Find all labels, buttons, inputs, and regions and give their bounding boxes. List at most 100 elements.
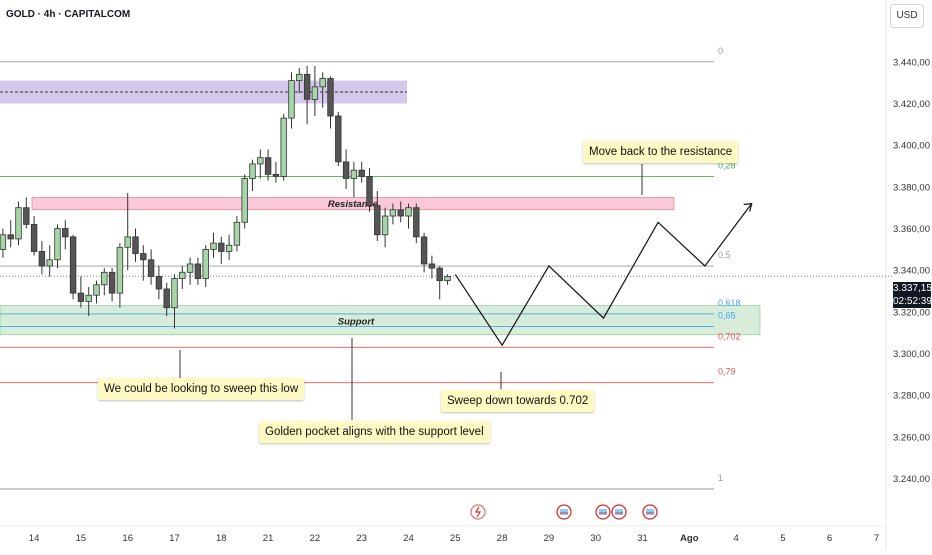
candle-body xyxy=(186,263,194,273)
price-tick-label: 3.240,00 xyxy=(893,474,930,485)
time-tick-label: 23 xyxy=(356,533,367,544)
time-tick-label: 4 xyxy=(733,533,738,544)
price-tick-label: 3.320,00 xyxy=(893,307,930,318)
candle-body xyxy=(179,271,186,279)
candle-body xyxy=(241,178,248,223)
time-tick-label: 24 xyxy=(403,533,414,544)
time-tick-label: 29 xyxy=(544,533,555,544)
bolt-glyph-icon xyxy=(474,506,482,518)
candle-body xyxy=(202,248,209,279)
time-tick-label: 7 xyxy=(874,533,879,544)
fib-level-label: 0,618 xyxy=(718,298,741,308)
candle-body xyxy=(264,157,272,175)
flag-glyph-icon xyxy=(646,509,654,515)
time-tick-label: 30 xyxy=(590,533,601,544)
candle-body xyxy=(147,259,155,277)
candle-body xyxy=(62,228,69,238)
time-tick-label: 28 xyxy=(497,533,508,544)
candle-body xyxy=(124,236,131,248)
resistance-label: Resistance xyxy=(328,199,379,210)
price-tick-label: 3.340,00 xyxy=(893,266,930,277)
candle-body xyxy=(381,215,389,236)
time-tick-label: 16 xyxy=(122,533,133,544)
fib-level-label: 0,65 xyxy=(718,310,736,320)
time-tick-label: 25 xyxy=(450,533,461,544)
candle-body xyxy=(38,251,46,267)
candle-body xyxy=(311,86,319,100)
note-golden-pocket: Golden pocket aligns with the support le… xyxy=(259,421,490,443)
time-tick-label: 17 xyxy=(169,533,180,544)
candle-body xyxy=(389,209,397,217)
candle-body xyxy=(257,157,264,165)
time-tick-label: 18 xyxy=(216,533,227,544)
candle-body xyxy=(218,242,225,252)
candle-body xyxy=(46,259,53,267)
candle-body xyxy=(155,276,163,290)
flag-glyph-icon xyxy=(615,509,623,515)
candle-body xyxy=(428,263,436,269)
last-price-badge: 3.337,15 xyxy=(893,282,932,295)
projection-path xyxy=(454,203,753,347)
candle-body xyxy=(335,115,342,163)
candle-body xyxy=(272,173,280,177)
note-sweep-702: Sweep down towards 0.702 xyxy=(441,390,595,412)
time-tick-label: 14 xyxy=(29,533,40,544)
price-tick-label: 3.360,00 xyxy=(893,224,930,235)
time-tick-label: 6 xyxy=(827,533,832,544)
candle-body xyxy=(444,276,451,282)
flag-glyph-icon xyxy=(599,509,607,515)
fib-level-label: 1 xyxy=(718,473,723,483)
time-tick-label: Ago xyxy=(680,533,699,544)
fib-level-label: 0,28 xyxy=(718,160,736,170)
candle-body xyxy=(0,234,7,250)
projection-arrowhead xyxy=(743,202,753,212)
candle-body xyxy=(296,73,303,81)
candle-body xyxy=(30,223,38,252)
countdown-badge: 02:52:39 xyxy=(893,295,932,308)
support-zone xyxy=(0,305,761,336)
candle-body xyxy=(7,234,14,240)
time-tick-label: 5 xyxy=(780,533,785,544)
candle-body xyxy=(116,246,124,294)
candle-body xyxy=(132,236,139,254)
flag-glyph-icon xyxy=(560,509,568,515)
candle-body xyxy=(280,117,287,177)
symbol-title: GOLD · 4h · CAPITALCOM xyxy=(6,9,131,20)
candle-body xyxy=(93,284,100,296)
candle-body xyxy=(69,236,77,294)
candle-body xyxy=(77,292,85,302)
candle-body xyxy=(342,161,350,179)
candle-body xyxy=(23,207,30,225)
candle-body xyxy=(140,253,147,261)
currency-button[interactable]: USD xyxy=(890,4,924,28)
time-tick-label: 31 xyxy=(637,533,648,544)
note-sweep-low: We could be looking to sweep this low xyxy=(98,378,305,400)
candle-body xyxy=(327,78,334,117)
price-tick-label: 3.420,00 xyxy=(893,99,930,110)
price-tick-label: 3.260,00 xyxy=(893,432,930,443)
candle-body xyxy=(374,205,381,236)
candle-body xyxy=(194,263,202,279)
time-tick-label: 21 xyxy=(263,533,274,544)
candle-body xyxy=(319,78,326,88)
price-tick-label: 3.300,00 xyxy=(893,349,930,360)
price-tick-label: 3.380,00 xyxy=(893,182,930,193)
resistance-zone xyxy=(31,196,675,211)
candle-body xyxy=(397,209,404,217)
fib-level-label: 0,702 xyxy=(718,331,741,341)
time-tick-label: 22 xyxy=(310,533,321,544)
price-tick-label: 3.440,00 xyxy=(893,57,930,68)
candle-body xyxy=(85,294,92,302)
candle-body xyxy=(350,169,358,179)
candle-body xyxy=(108,271,116,294)
candle-body xyxy=(405,207,412,217)
price-tick-label: 3.280,00 xyxy=(893,391,930,402)
candle-body xyxy=(420,236,428,265)
candle-body xyxy=(163,288,170,309)
candle-body xyxy=(436,267,443,282)
candle-body xyxy=(413,207,420,238)
candle-body xyxy=(171,278,178,309)
candle-body xyxy=(210,242,217,250)
